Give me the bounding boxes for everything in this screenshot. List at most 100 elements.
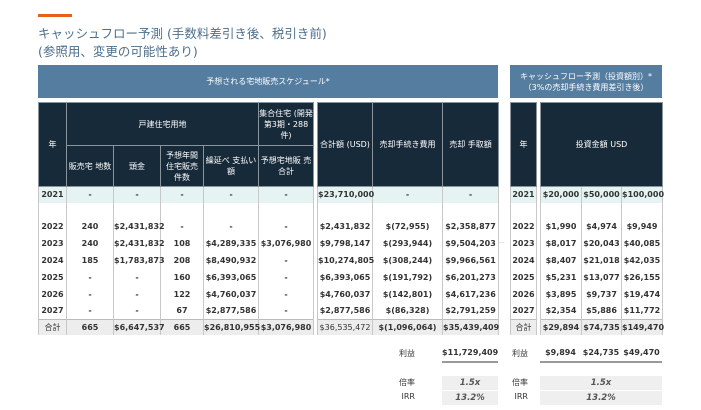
- table-cell: -: [258, 302, 314, 320]
- table-cell: 67: [160, 302, 204, 320]
- table-cell: $4,760,037: [203, 285, 259, 303]
- table-row: 2025- -160 $6,393,065-: [38, 268, 314, 286]
- table-cell: 2021: [510, 186, 537, 203]
- table-cell: -: [203, 217, 259, 235]
- table-cell: $149,470: [621, 319, 664, 335]
- col-year: 年: [510, 102, 537, 187]
- table-cell: -: [66, 302, 114, 320]
- table-cell: 2024: [510, 251, 537, 269]
- schedule-table: 年 戸建住宅用地 集合住宅 (開発第3期・288件) 販売宅 地数 頭金 予想年…: [38, 102, 314, 335]
- left-band-header: 予想される宅地販売スケジュール*: [38, 65, 498, 98]
- table-row: $10,274,805 $(308,244) $9,966,561: [317, 251, 499, 269]
- table-cell: 122: [160, 285, 204, 303]
- spacer: [536, 285, 541, 303]
- col-total: 合計額 (USD): [317, 102, 373, 187]
- table-cell: $23,710,000: [317, 186, 374, 203]
- table-row: $9,798,147 $(293,944) $9,504,203: [317, 234, 499, 252]
- table-cell: $3,076,980: [258, 319, 314, 335]
- table-cell: $40,085: [621, 234, 663, 252]
- table-row: $2,431,832 $(72,955) $2,358,877: [317, 217, 499, 235]
- multiple-value: 1.5x: [540, 376, 662, 390]
- irr-value: 13.2%: [540, 391, 662, 405]
- table-cell: 160: [160, 268, 204, 286]
- table-cell: 2027: [510, 302, 537, 320]
- col-net: 売却 手取額: [442, 102, 499, 187]
- table-cell: $(308,244): [372, 251, 443, 269]
- table-row: 2023 $8,017 $20,043 $40,085: [510, 234, 663, 252]
- table-row: 2021- - - - -: [38, 186, 314, 203]
- table-cell: $35,439,409: [442, 319, 499, 335]
- divider: [540, 361, 662, 363]
- table-row: 2021 $20,000 $50,000 $100,000: [510, 186, 664, 203]
- table-cell: 2025: [38, 268, 67, 286]
- spacer-row: [317, 202, 499, 218]
- table-cell: -: [442, 186, 499, 203]
- table-cell: 2026: [38, 285, 67, 303]
- spacer: [536, 268, 541, 286]
- title-line-2: (参照用、変更の可能性あり): [38, 44, 198, 59]
- title-line-1: キャッシュフロー予測 (手数料差引き後、税引き前): [38, 26, 327, 41]
- right-band-header: キャッシュフロー予測（投資額別）* （3%の売却手続き費用差引き後）: [510, 65, 662, 98]
- table-cell: $10,274,805: [317, 251, 374, 269]
- table-cell: 2023: [38, 234, 67, 252]
- ellipsis: ...: [499, 238, 505, 245]
- table-cell: -: [160, 217, 204, 235]
- table-cell: 2022: [510, 217, 537, 235]
- table-cell: $2,791,259: [442, 302, 499, 320]
- table-cell: 665: [160, 319, 204, 335]
- table-cell: $(72,955): [372, 217, 443, 235]
- table-cell: 2021: [38, 186, 67, 203]
- table-cell: $3,076,980: [258, 234, 314, 252]
- table-cell: -: [113, 302, 161, 320]
- col-downpayment: 頭金: [113, 145, 161, 187]
- table-cell: -: [258, 285, 314, 303]
- table-row: $23,710,000- -: [317, 186, 499, 203]
- table-cell: $8,490,932: [203, 251, 259, 269]
- col-annual-sales: 予想年間 住宅販売 件数: [160, 145, 204, 187]
- table-cell: $1,783,873: [113, 251, 165, 269]
- table-cell: $9,737: [581, 285, 622, 303]
- table-cell: -: [160, 186, 204, 203]
- table-cell: -: [258, 217, 314, 235]
- profit-value: $9,894: [545, 348, 576, 357]
- table-cell: $(142,801): [372, 285, 443, 303]
- table-cell: -: [372, 186, 443, 203]
- divider: [442, 361, 498, 363]
- table-cell: 2027: [38, 302, 67, 320]
- table-cell: $2,431,832: [317, 217, 373, 235]
- table-cell: $6,393,065: [317, 268, 373, 286]
- table-row: 2022 240 $2,431,832- - -: [38, 217, 314, 235]
- table-row: 2023 240 $2,431,832 108 $4,289,335 $3,076,980: [38, 234, 314, 252]
- table-cell: 185: [66, 251, 114, 269]
- table-cell: -: [258, 186, 314, 203]
- table-cell: 2023: [510, 234, 537, 252]
- table-cell: -: [258, 251, 314, 269]
- total-row: 合計 665 $6,647,537 665 $26,810,955 $3,076,980: [38, 319, 314, 335]
- profit-label: 利益: [512, 349, 528, 358]
- spacer-row: [38, 202, 314, 218]
- table-row: 2024 $8,407 $21,018 $42,035: [510, 251, 663, 269]
- table-cell: $19,474: [621, 285, 663, 303]
- total-row: 合計 $29,894 $74,735 $149,470: [510, 319, 664, 335]
- col-detached: 戸建住宅用地: [66, 102, 259, 146]
- profit-label: 利益: [399, 349, 415, 358]
- irr-value: 13.2%: [442, 391, 498, 405]
- table-cell: $1,990: [540, 217, 582, 235]
- table-cell: $(191,792): [372, 268, 443, 286]
- table-cell: $(86,328): [372, 302, 443, 320]
- table-cell: $9,949: [621, 217, 663, 235]
- col-deferred: 繰延べ 支払い額: [203, 145, 259, 187]
- table-cell: $9,966,561: [442, 251, 499, 269]
- table-cell: -: [113, 268, 161, 286]
- table-cell: $(1,096,064): [372, 319, 443, 335]
- spacer: [536, 251, 541, 269]
- table-cell: $2,431,832: [113, 234, 165, 252]
- table-cell: 240: [66, 234, 114, 252]
- multiple-label: 倍率: [399, 378, 415, 387]
- irr-label: IRR: [401, 392, 415, 401]
- table-cell: $6,647,537: [113, 319, 165, 335]
- table-cell: 2024: [38, 251, 67, 269]
- table-cell: $2,877,586: [203, 302, 259, 320]
- table-row: $2,877,586 $(86,328) $2,791,259: [317, 302, 499, 320]
- col-fee: 売却手続き費用: [372, 102, 443, 187]
